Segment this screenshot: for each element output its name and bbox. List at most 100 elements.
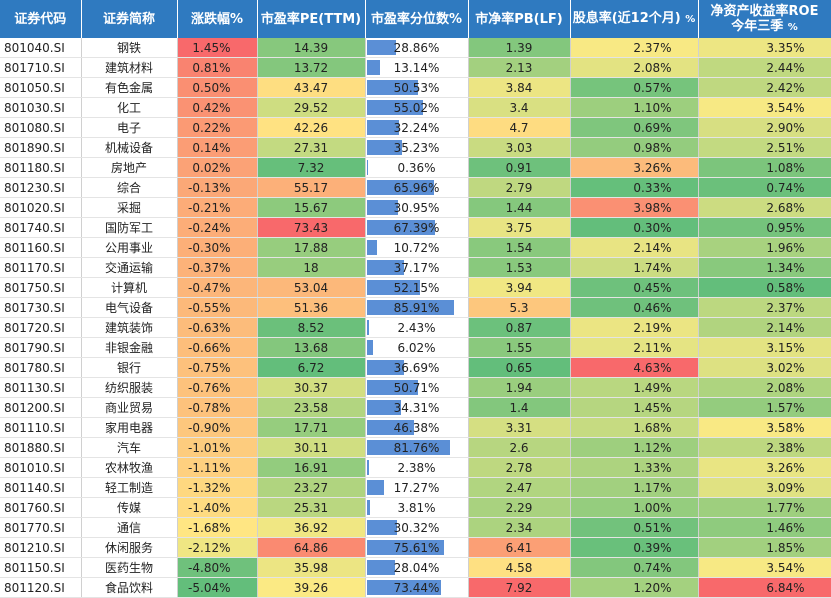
cell-change[interactable]: -0.47% [177, 278, 257, 298]
cell-code[interactable]: 801760.SI [0, 498, 81, 518]
cell-pb[interactable]: 1.94 [468, 378, 570, 398]
cell-pe-percentile[interactable]: 32.24% [365, 118, 468, 138]
cell-pe[interactable]: 6.72 [257, 358, 365, 378]
cell-roe[interactable]: 3.35% [698, 38, 831, 58]
cell-pe[interactable]: 35.98 [257, 558, 365, 578]
cell-code[interactable]: 801160.SI [0, 238, 81, 258]
cell-dividend[interactable]: 0.69% [570, 118, 698, 138]
cell-code[interactable]: 801880.SI [0, 438, 81, 458]
cell-dividend[interactable]: 0.30% [570, 218, 698, 238]
cell-change[interactable]: 0.14% [177, 138, 257, 158]
col-header-code[interactable]: 证券代码 [0, 0, 81, 38]
cell-pe[interactable]: 39.26 [257, 578, 365, 598]
cell-pe-percentile[interactable]: 30.32% [365, 518, 468, 538]
cell-pb[interactable]: 2.79 [468, 178, 570, 198]
cell-change[interactable]: 0.50% [177, 78, 257, 98]
cell-pe[interactable]: 17.88 [257, 238, 365, 258]
cell-roe[interactable]: 6.84% [698, 578, 831, 598]
cell-roe[interactable]: 3.15% [698, 338, 831, 358]
cell-code[interactable]: 801050.SI [0, 78, 81, 98]
cell-pb[interactable]: 2.13 [468, 58, 570, 78]
cell-pe[interactable]: 64.86 [257, 538, 365, 558]
cell-dividend[interactable]: 1.49% [570, 378, 698, 398]
cell-pe-percentile[interactable]: 6.02% [365, 338, 468, 358]
cell-name[interactable]: 电子 [81, 118, 177, 138]
cell-pe-percentile[interactable]: 46.38% [365, 418, 468, 438]
cell-name[interactable]: 机械设备 [81, 138, 177, 158]
cell-pe-percentile[interactable]: 55.02% [365, 98, 468, 118]
cell-name[interactable]: 休闲服务 [81, 538, 177, 558]
cell-pe-percentile[interactable]: 2.43% [365, 318, 468, 338]
cell-dividend[interactable]: 0.39% [570, 538, 698, 558]
cell-pe-percentile[interactable]: 50.71% [365, 378, 468, 398]
cell-pe-percentile[interactable]: 13.14% [365, 58, 468, 78]
cell-name[interactable]: 计算机 [81, 278, 177, 298]
cell-pe[interactable]: 15.67 [257, 198, 365, 218]
col-header-change[interactable]: 涨跌幅% [177, 0, 257, 38]
cell-pb[interactable]: 3.4 [468, 98, 570, 118]
cell-dividend[interactable]: 2.37% [570, 38, 698, 58]
cell-dividend[interactable]: 0.57% [570, 78, 698, 98]
cell-roe[interactable]: 1.85% [698, 538, 831, 558]
cell-roe[interactable]: 2.44% [698, 58, 831, 78]
cell-change[interactable]: -1.40% [177, 498, 257, 518]
cell-roe[interactable]: 3.54% [698, 98, 831, 118]
cell-change[interactable]: 0.81% [177, 58, 257, 78]
cell-pb[interactable]: 0.87 [468, 318, 570, 338]
cell-pb[interactable]: 1.39 [468, 38, 570, 58]
cell-roe[interactable]: 2.51% [698, 138, 831, 158]
cell-change[interactable]: 0.22% [177, 118, 257, 138]
cell-change[interactable]: -0.37% [177, 258, 257, 278]
cell-change[interactable]: -0.30% [177, 238, 257, 258]
cell-name[interactable]: 食品饮料 [81, 578, 177, 598]
cell-code[interactable]: 801750.SI [0, 278, 81, 298]
cell-roe[interactable]: 0.95% [698, 218, 831, 238]
cell-roe[interactable]: 1.46% [698, 518, 831, 538]
cell-pb[interactable]: 1.4 [468, 398, 570, 418]
cell-name[interactable]: 综合 [81, 178, 177, 198]
cell-pe[interactable]: 14.39 [257, 38, 365, 58]
cell-pe-percentile[interactable]: 65.96% [365, 178, 468, 198]
cell-dividend[interactable]: 2.19% [570, 318, 698, 338]
cell-code[interactable]: 801780.SI [0, 358, 81, 378]
cell-roe[interactable]: 1.57% [698, 398, 831, 418]
cell-change[interactable]: 0.42% [177, 98, 257, 118]
cell-dividend[interactable]: 2.14% [570, 238, 698, 258]
cell-pe-percentile[interactable]: 36.69% [365, 358, 468, 378]
col-header-name[interactable]: 证券简称 [81, 0, 177, 38]
col-header-pe-percentile[interactable]: 市盈率分位数% [365, 0, 468, 38]
col-header-pb[interactable]: 市净率PB(LF) [468, 0, 570, 38]
cell-dividend[interactable]: 0.98% [570, 138, 698, 158]
cell-name[interactable]: 医药生物 [81, 558, 177, 578]
cell-code[interactable]: 801040.SI [0, 38, 81, 58]
cell-name[interactable]: 轻工制造 [81, 478, 177, 498]
cell-code[interactable]: 801140.SI [0, 478, 81, 498]
cell-dividend[interactable]: 3.98% [570, 198, 698, 218]
cell-change[interactable]: -0.78% [177, 398, 257, 418]
cell-pb[interactable]: 6.41 [468, 538, 570, 558]
cell-name[interactable]: 房地产 [81, 158, 177, 178]
cell-change[interactable]: -0.55% [177, 298, 257, 318]
cell-pe-percentile[interactable]: 50.53% [365, 78, 468, 98]
cell-roe[interactable]: 3.58% [698, 418, 831, 438]
cell-roe[interactable]: 3.54% [698, 558, 831, 578]
cell-code[interactable]: 801150.SI [0, 558, 81, 578]
cell-pb[interactable]: 4.58 [468, 558, 570, 578]
cell-roe[interactable]: 1.34% [698, 258, 831, 278]
cell-roe[interactable]: 0.58% [698, 278, 831, 298]
cell-name[interactable]: 化工 [81, 98, 177, 118]
cell-roe[interactable]: 2.37% [698, 298, 831, 318]
cell-name[interactable]: 传媒 [81, 498, 177, 518]
